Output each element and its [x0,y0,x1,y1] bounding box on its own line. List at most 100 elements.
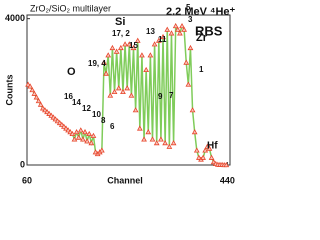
data-point [147,52,154,58]
annotation: Hf [207,141,218,152]
x-tick-label: 60 [22,175,32,185]
data-point [153,140,160,146]
data-point [35,97,42,104]
data-point [111,88,118,94]
data-point [158,136,164,142]
data-point [166,143,173,149]
data-point [170,140,177,146]
annotation: 7 [169,91,174,100]
y-axis-label: Counts [4,75,14,106]
annotation: O [67,66,76,78]
annotation: 19, 4 [88,59,106,68]
data-point [143,66,150,73]
annotation: 9 [158,92,163,101]
data-point [69,130,76,137]
annotation: 1 [199,65,204,74]
annotation: 12 [82,104,91,113]
data-point [105,52,112,58]
chart-subtitle: 2.2 MeV ⁴He⁺ [166,6,236,18]
data-point [164,26,171,32]
data-point [141,136,147,142]
data-point [71,136,78,142]
annotation: 8 [101,116,106,125]
annotation: 11 [158,35,167,44]
chart-title: ZrO₂/SiO₂ multilayer [30,3,111,13]
data-point [29,86,36,93]
data-point [27,83,34,89]
data-point [130,44,137,51]
data-point [82,129,88,135]
data-point [200,154,206,160]
data-point [88,140,95,146]
data-point [193,147,200,153]
data-point [126,41,133,47]
data-point [122,41,128,47]
annotation: 15 [129,41,138,50]
annotation: 10 [92,110,101,119]
annotation: Si [115,16,125,28]
data-point [155,37,162,43]
data-point [179,22,185,29]
data-point [77,127,84,133]
data-point [208,154,215,160]
annotation: Zr [196,32,208,44]
data-line [27,23,227,166]
data-point [174,26,181,32]
data-point [31,90,38,96]
data-point [107,92,114,98]
data-point [187,44,194,51]
data-point [149,136,156,142]
data-point [206,145,213,151]
data-point [120,88,126,94]
data-point [37,101,44,107]
data-point [177,30,183,36]
x-axis-label: Channel [107,175,143,185]
data-point [128,92,135,98]
data-point [115,85,122,91]
annotation: 6 [110,122,115,131]
annotation: 17, 2 [112,29,130,38]
data-point [98,147,105,153]
data-point [139,52,145,58]
data-point [172,22,179,29]
data-point [132,107,139,113]
data-point [124,85,131,91]
data-point [117,44,124,51]
annotation: 16 [64,92,73,101]
data-point [160,33,166,40]
data-point [185,81,192,87]
data-point [33,94,40,100]
data-point [101,59,107,65]
data-point [84,138,90,144]
y-tick-label: 0 [20,159,25,169]
data-point [183,59,190,65]
data-point [80,136,86,142]
data-point [75,134,82,140]
chart-label: RBS [195,23,223,38]
annotation: 14 [72,98,81,107]
annotation: 5 [186,3,191,12]
data-point [109,44,116,51]
annotation: 13 [146,27,155,36]
data-point [86,130,93,137]
data-point [162,140,169,146]
data-point [73,129,80,135]
data-point [223,161,230,168]
data-point [134,37,141,43]
data-point [113,48,120,54]
annotation: 3 [188,15,193,24]
data-point [151,41,158,47]
data-point [145,129,152,135]
data-point [202,147,209,153]
data-point [191,129,198,135]
data-point [168,30,175,36]
data-point [90,132,97,138]
x-tick-label: 440 [220,175,235,185]
plot-frame [26,14,231,166]
data-point [181,26,188,32]
y-tick-label: 4000 [5,13,25,23]
chart: ZrO₂/SiO₂ multilayer 2.2 MeV ⁴He⁺ RBS Ch… [4,3,236,185]
data-point [103,70,109,76]
data-point [136,125,143,131]
data-point [189,107,196,113]
